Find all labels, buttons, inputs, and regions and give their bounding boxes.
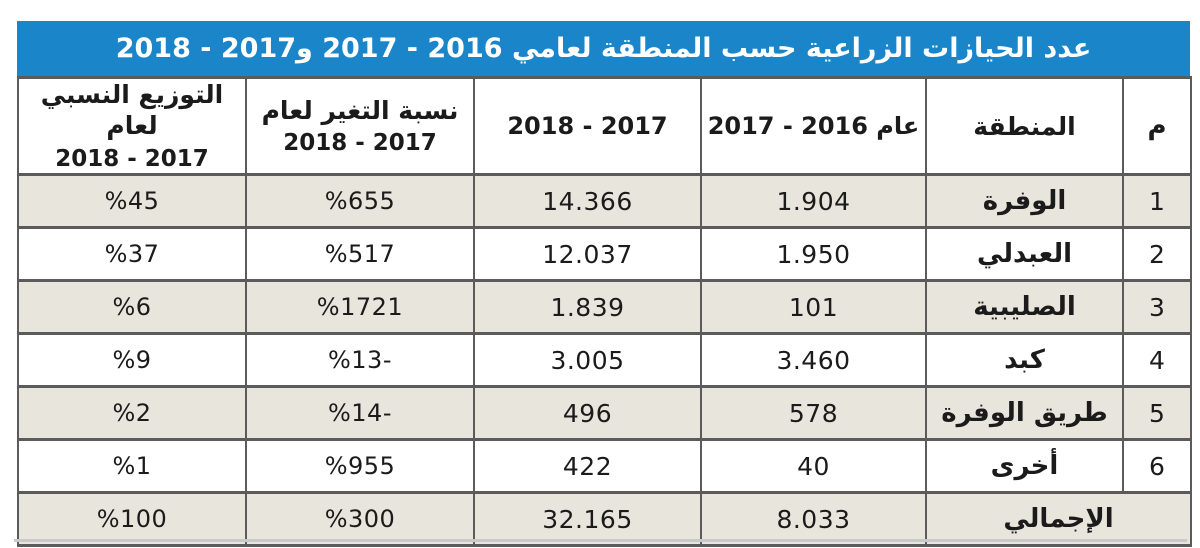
year1-value-cell: 101 — [700, 279, 927, 336]
col-header-year-2017-2018: 2017 - 2018 — [473, 75, 702, 177]
table-row-1: 1 الوفرة 1.904 14.366 %655 %45 — [17, 173, 1192, 230]
change-rate-cell: %1721 — [245, 279, 475, 336]
region-cell: الصليبية — [925, 279, 1124, 336]
distribution-cell: %6 — [17, 279, 247, 336]
year1-value-cell: 3.460 — [700, 332, 927, 389]
table-title-bar: عدد الحيازات الزراعية حسب المنطقة لعامي … — [17, 21, 1190, 76]
col-header-distribution: التوزيع النسبي لعام 2017 - 2018 — [17, 75, 247, 177]
distribution-cell: %2 — [17, 385, 247, 442]
col-header-change-line1: نسبة التغير لعام — [261, 95, 459, 125]
change-rate-cell: %517 — [245, 226, 475, 283]
col-header-distribution-line2: 2017 - 2018 — [55, 145, 209, 172]
col-header-region: المنطقة — [925, 75, 1124, 177]
year2-value-cell: 3.005 — [473, 332, 702, 389]
total-label-cell: الإجمالي — [925, 491, 1192, 548]
table-row-3: 3 الصليبية 101 1.839 %1721 %6 — [17, 279, 1192, 336]
col-header-index: م — [1122, 75, 1192, 177]
change-rate-cell: %655 — [245, 173, 475, 230]
year2-value-cell: 422 — [473, 438, 702, 495]
header-row: م المنطقة عام 2016 - 2017 2017 - 2018 نس… — [17, 75, 1192, 177]
region-cell: طريق الوفرة — [925, 385, 1124, 442]
distribution-cell: %9 — [17, 332, 247, 389]
col-header-year-2016-2017: عام 2016 - 2017 — [700, 75, 927, 177]
year1-value-cell: 578 — [700, 385, 927, 442]
year1-value-cell: 40 — [700, 438, 927, 495]
row-index: 1 — [1122, 173, 1192, 230]
table-row-4: 4 كبد 3.460 3.005 %13- %9 — [17, 332, 1192, 389]
region-cell: العبدلي — [925, 226, 1124, 283]
total-change-cell: %300 — [245, 491, 475, 548]
change-rate-cell: %13- — [245, 332, 475, 389]
row-index: 5 — [1122, 385, 1192, 442]
total-year1-cell: 8.033 — [700, 491, 927, 548]
statistics-table-sheet: عدد الحيازات الزراعية حسب المنطقة لعامي … — [17, 21, 1192, 548]
col-header-distribution-line1: التوزيع النسبي لعام — [40, 80, 224, 141]
col-header-change-rate: نسبة التغير لعام 2017 - 2018 — [245, 75, 475, 177]
change-rate-cell: %14- — [245, 385, 475, 442]
table-row-2: 2 العبدلي 1.950 12.037 %517 %37 — [17, 226, 1192, 283]
table-row-6: 6 أخرى 40 422 %955 %1 — [17, 438, 1192, 495]
total-row: الإجمالي 8.033 32.165 %300 %100 — [17, 491, 1192, 548]
row-index: 2 — [1122, 226, 1192, 283]
table-drop-shadow — [14, 539, 1187, 542]
year2-value-cell: 496 — [473, 385, 702, 442]
distribution-cell: %37 — [17, 226, 247, 283]
distribution-cell: %1 — [17, 438, 247, 495]
row-index: 3 — [1122, 279, 1192, 336]
total-year2-cell: 32.165 — [473, 491, 702, 548]
year2-value-cell: 1.839 — [473, 279, 702, 336]
region-cell: أخرى — [925, 438, 1124, 495]
year1-value-cell: 1.904 — [700, 173, 927, 230]
year2-value-cell: 14.366 — [473, 173, 702, 230]
total-distribution-cell: %100 — [17, 491, 247, 548]
agricultural-holdings-table: م المنطقة عام 2016 - 2017 2017 - 2018 نس… — [17, 75, 1192, 548]
year2-value-cell: 12.037 — [473, 226, 702, 283]
col-header-change-line2: 2017 - 2018 — [283, 129, 437, 156]
table-row-5: 5 طريق الوفرة 578 496 %14- %2 — [17, 385, 1192, 442]
row-index: 6 — [1122, 438, 1192, 495]
region-cell: كبد — [925, 332, 1124, 389]
change-rate-cell: %955 — [245, 438, 475, 495]
region-cell: الوفرة — [925, 173, 1124, 230]
row-index: 4 — [1122, 332, 1192, 389]
year1-value-cell: 1.950 — [700, 226, 927, 283]
distribution-cell: %45 — [17, 173, 247, 230]
table-title: عدد الحيازات الزراعية حسب المنطقة لعامي … — [115, 33, 1092, 64]
